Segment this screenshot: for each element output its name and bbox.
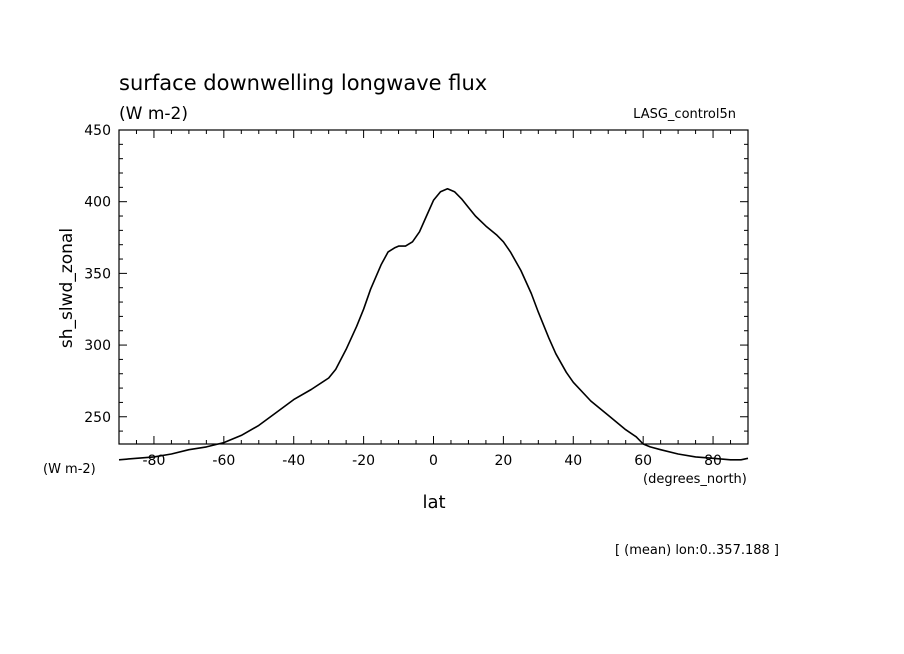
units-label: (W m-2) bbox=[119, 104, 188, 124]
tick-marks bbox=[118, 129, 749, 444]
series-line bbox=[118, 188, 749, 461]
chart-title: surface downwelling longwave flux bbox=[119, 71, 487, 95]
x-tick-label: -60 bbox=[212, 453, 235, 469]
y-tick-label: 250 bbox=[84, 410, 111, 426]
y-axis-label: sh_slwd_zonal bbox=[57, 228, 77, 348]
x-tick-label: -20 bbox=[352, 453, 375, 469]
x-tick-label: 0 bbox=[429, 453, 438, 469]
x-axis-label: lat bbox=[422, 492, 445, 513]
y-tick-labels: 250 300 350 400 450 bbox=[84, 123, 111, 426]
y-tick-label: 350 bbox=[84, 266, 111, 282]
x-tick-label: 40 bbox=[564, 453, 582, 469]
dataset-label: LASG_control5n bbox=[633, 107, 736, 122]
y-tick-label: 300 bbox=[84, 338, 111, 354]
plot-frame bbox=[118, 129, 749, 445]
x-tick-label: 80 bbox=[704, 453, 722, 469]
y-units-corner-label: (W m-2) bbox=[43, 462, 96, 477]
x-tick-label: -40 bbox=[282, 453, 305, 469]
x-tick-label: 20 bbox=[494, 453, 512, 469]
x-units-label: (degrees_north) bbox=[643, 472, 747, 487]
x-tick-labels: -80 -60 -40 -20 0 20 40 60 80 bbox=[143, 453, 722, 469]
footnote: [ (mean) lon:0..357.188 ] bbox=[615, 543, 779, 558]
y-tick-label: 400 bbox=[84, 195, 111, 211]
y-tick-label: 450 bbox=[84, 123, 111, 139]
x-tick-label: 60 bbox=[634, 453, 652, 469]
